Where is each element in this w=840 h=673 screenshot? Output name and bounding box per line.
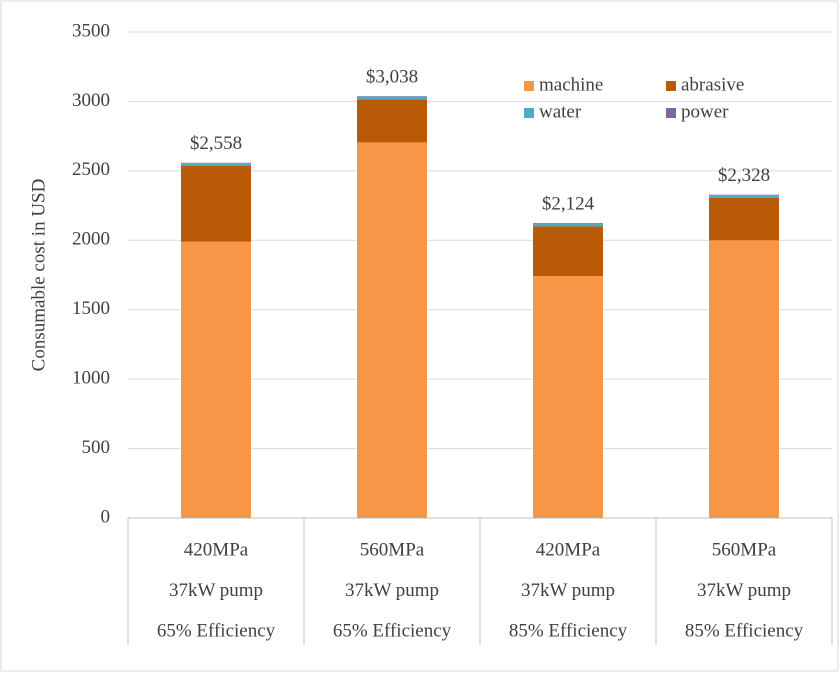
total-label: $2,558 (190, 133, 242, 154)
x-tick-label: 65% Efficiency (333, 620, 452, 641)
x-tick-label: 420MPa (184, 539, 249, 560)
bar-segment (357, 99, 427, 143)
bar-segment (709, 195, 779, 198)
total-label: $2,124 (542, 193, 595, 214)
legend-swatch (524, 108, 534, 118)
total-label: $2,328 (718, 165, 770, 186)
legend-swatch (524, 81, 534, 91)
bar-segment (533, 223, 603, 227)
x-tick-label: 37kW pump (169, 580, 263, 601)
legend-label: power (681, 101, 729, 122)
bar-segment (709, 197, 779, 241)
legend-label: machine (539, 74, 603, 95)
x-tick-label: 560MPa (360, 539, 425, 560)
y-axis-title: Consumable cost in USD (28, 179, 49, 372)
y-tick-label: 3500 (72, 20, 110, 41)
y-tick-label: 1000 (72, 368, 110, 389)
y-tick-label: 500 (82, 437, 111, 458)
bar-segment (181, 165, 251, 242)
x-tick-label: 420MPa (536, 539, 601, 560)
y-tick-label: 0 (101, 506, 111, 527)
y-tick-label: 2000 (72, 229, 110, 250)
y-tick-label: 3000 (72, 90, 110, 111)
x-tick-label: 560MPa (712, 539, 777, 560)
legend-label: water (539, 101, 582, 122)
legend-swatch (666, 108, 676, 118)
x-tick-label: 37kW pump (521, 580, 615, 601)
bar-segment (533, 276, 603, 518)
bar-segment (357, 142, 427, 519)
x-tick-label: 37kW pump (345, 580, 439, 601)
bar-segment (181, 163, 251, 166)
y-tick-label: 2500 (72, 159, 110, 180)
bar-segment (709, 240, 779, 519)
bar-segment (533, 226, 603, 277)
legend-label: abrasive (681, 74, 744, 95)
y-tick-label: 1500 (72, 298, 110, 319)
x-tick-label: 85% Efficiency (509, 620, 628, 641)
bar-segment (181, 241, 251, 518)
bar-segment (357, 96, 427, 100)
legend-swatch (666, 81, 676, 91)
total-label: $3,038 (366, 67, 418, 88)
x-tick-label: 85% Efficiency (685, 620, 804, 641)
x-tick-label: 37kW pump (697, 580, 791, 601)
x-tick-label: 65% Efficiency (157, 620, 276, 641)
